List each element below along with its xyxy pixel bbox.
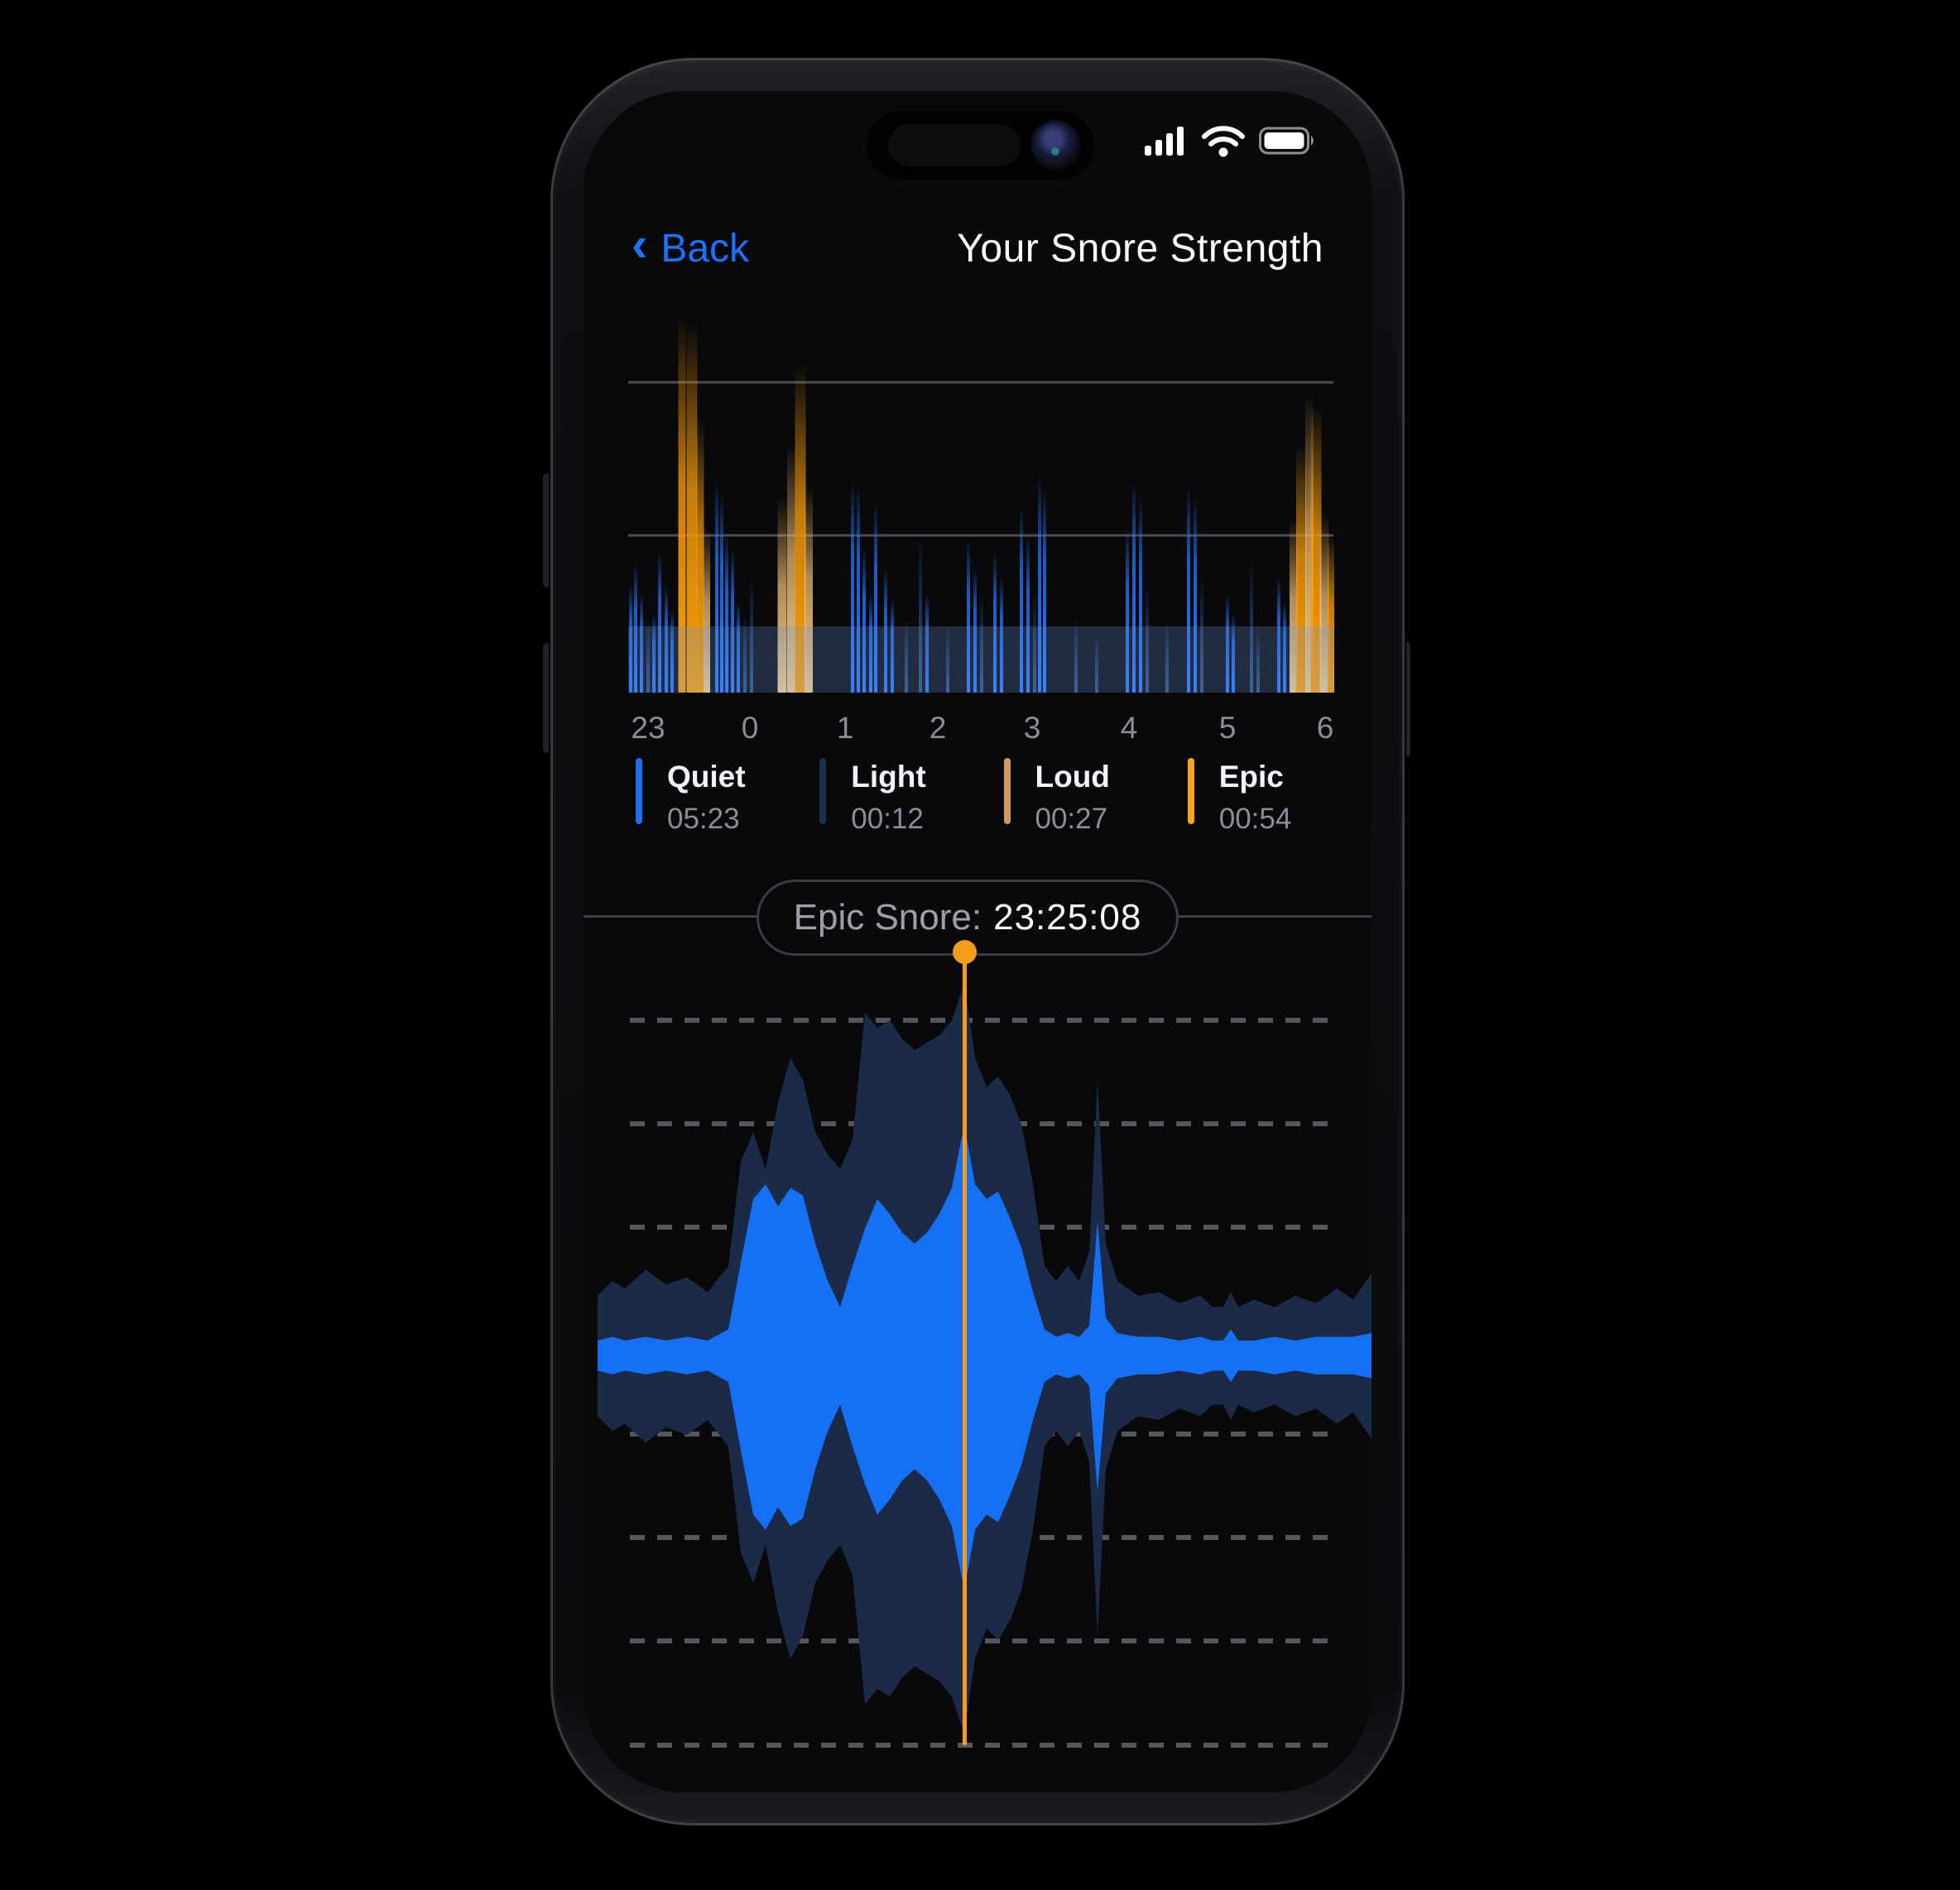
svg-text:5: 5 (1219, 711, 1237, 745)
back-button[interactable]: ‹ Back (632, 218, 750, 271)
playhead-line[interactable] (963, 952, 967, 1745)
snore-histogram: 23 0 1 2 3 4 5 6 (625, 298, 1337, 749)
chevron-left-icon: ‹ (632, 218, 648, 271)
nav-header: ‹ Back Your Snore Strength (584, 213, 1372, 283)
cellular-signal-icon (1145, 127, 1184, 156)
speaker-grille (888, 124, 1021, 166)
pill-time: 23:25:08 (993, 897, 1142, 938)
phone-screen: ‹ Back Your Snore Strength (584, 91, 1372, 1792)
volume-up-button (543, 473, 551, 588)
histogram-bars (629, 316, 1334, 693)
legend-item-loud: Loud 00:27 (1003, 758, 1188, 841)
legend-label: Loud (1035, 760, 1110, 794)
legend: Quiet 05:23 Light 00:12 Loud 00:27 (584, 758, 1372, 841)
svg-text:4: 4 (1121, 711, 1138, 745)
wifi-icon (1202, 126, 1245, 157)
histogram-band-overlay (628, 626, 1333, 693)
snore-histogram-svg: 23 0 1 2 3 4 5 6 (628, 316, 1334, 745)
playhead-dot[interactable] (953, 940, 977, 964)
waveform-chart[interactable] (598, 976, 1372, 1792)
status-bar (1145, 124, 1317, 157)
battery-icon (1259, 127, 1314, 155)
svg-text:3: 3 (1024, 711, 1041, 745)
legend-label: Epic (1218, 760, 1284, 794)
legend-item-epic: Epic 00:54 (1187, 758, 1372, 841)
legend-value: 00:54 (1218, 803, 1292, 835)
pill-label: Epic Snore: (793, 897, 982, 938)
svg-text:0: 0 (742, 711, 759, 745)
volume-down-button (543, 643, 551, 753)
legend-label: Light (851, 760, 926, 794)
svg-text:23: 23 (631, 711, 665, 745)
legend-value: 00:27 (1035, 803, 1108, 835)
page-title: Your Snore Strength (957, 226, 1323, 271)
legend-value: 00:12 (851, 803, 924, 835)
legend-value: 05:23 (667, 803, 740, 835)
legend-color-bar (819, 758, 827, 824)
legend-item-light: Light 00:12 (819, 758, 1003, 841)
front-camera-icon (1030, 120, 1081, 170)
svg-text:2: 2 (930, 711, 947, 745)
back-label: Back (661, 226, 750, 271)
legend-color-bar (636, 758, 642, 824)
svg-text:1: 1 (837, 711, 854, 745)
waveform-svg (598, 983, 1372, 1748)
legend-color-bar (1003, 758, 1011, 824)
x-axis-labels: 23 0 1 2 3 4 5 6 (631, 711, 1333, 745)
svg-text:6: 6 (1317, 711, 1334, 745)
histogram-gridlines (628, 381, 1333, 537)
legend-color-bar (1187, 758, 1194, 824)
legend-label: Quiet (667, 760, 746, 794)
dynamic-island (867, 111, 1094, 180)
phone-frame: ‹ Back Your Snore Strength (550, 58, 1405, 1825)
power-button (1402, 641, 1410, 757)
legend-item-quiet: Quiet 05:23 (636, 758, 819, 841)
waveform-inner-envelope (598, 1125, 1372, 1590)
